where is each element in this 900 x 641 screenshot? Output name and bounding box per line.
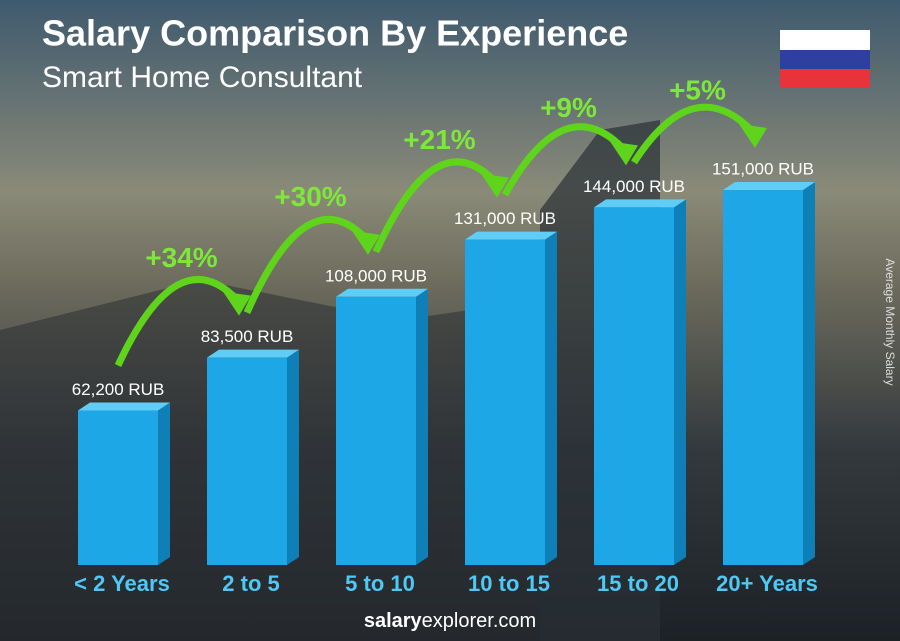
bar-side [287, 349, 299, 565]
value-label: 108,000 RUB [325, 266, 427, 285]
increase-arrow [631, 103, 756, 165]
chart-title: Salary Comparison By Experience [42, 13, 628, 54]
bar [78, 410, 158, 565]
increase-arrow [243, 215, 369, 315]
bar [723, 190, 803, 565]
footer-rest: explorer.com [422, 610, 537, 632]
y-axis-label: Average Monthly Salary [883, 258, 897, 385]
bar-top [465, 231, 557, 240]
increase-arrowhead [481, 173, 509, 198]
value-label: 83,500 RUB [201, 327, 294, 346]
bar-side [674, 199, 686, 566]
increase-label: +9% [540, 92, 597, 123]
chart-subtitle: Smart Home Consultant [42, 61, 363, 94]
bar-top [78, 402, 170, 411]
increase-label: +34% [145, 242, 217, 273]
increase-arrow [372, 158, 498, 254]
bar [465, 239, 545, 565]
value-label: 62,200 RUB [72, 380, 165, 399]
increase-arrowhead [610, 141, 638, 166]
value-label: 151,000 RUB [712, 159, 814, 178]
bar-side [416, 288, 428, 565]
increase-arrowhead [352, 230, 380, 255]
increase-label: +21% [403, 124, 475, 155]
bar-top [723, 182, 815, 190]
increase-arrowhead [223, 291, 251, 316]
x-tick-label: 2 to 5 [222, 571, 279, 596]
bar-side [803, 182, 815, 565]
increase-arrow [501, 123, 627, 197]
x-tick-label: 20+ Years [716, 571, 818, 596]
bar [336, 296, 416, 565]
value-label: 144,000 RUB [583, 177, 685, 196]
x-tick-label: < 2 Years [74, 571, 170, 596]
bar-top [207, 349, 299, 358]
bar [594, 207, 674, 566]
increase-arrow [114, 275, 240, 368]
x-tick-label: 5 to 10 [345, 571, 415, 596]
increase-arrowhead [739, 124, 767, 148]
bar [207, 357, 287, 565]
x-tick-label: 10 to 15 [468, 571, 550, 596]
bar-top [594, 199, 686, 208]
footer: salaryexplorer.com [364, 610, 536, 632]
increase-label: +30% [274, 181, 346, 212]
bar-top [336, 288, 428, 297]
increase-label: +5% [669, 74, 726, 105]
bar-side [545, 231, 557, 565]
bar-side [158, 402, 170, 565]
value-label: 131,000 RUB [454, 209, 556, 228]
flag [780, 30, 870, 88]
x-tick-label: 15 to 20 [597, 571, 679, 596]
footer-brand: salary [364, 610, 423, 632]
